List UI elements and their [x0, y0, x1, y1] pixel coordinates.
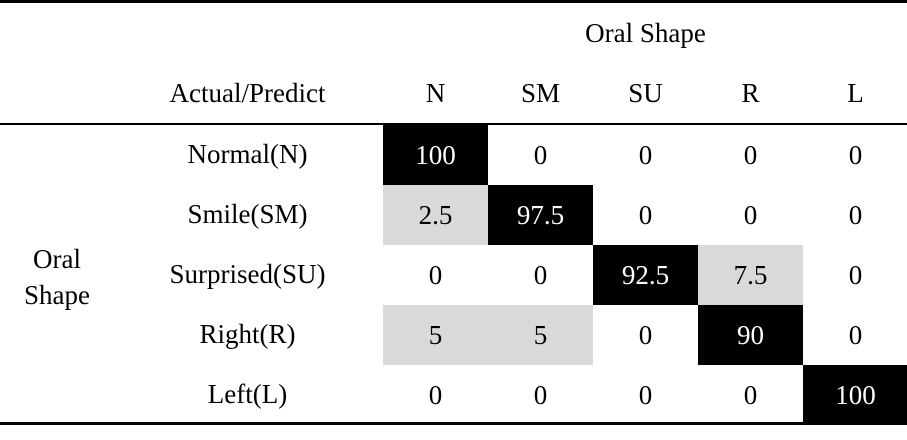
- matrix-cell: 0: [428, 380, 443, 410]
- column-group-title: Oral Shape: [585, 18, 706, 48]
- matrix-cell: 0: [848, 140, 863, 170]
- row-label-left: Left(L): [207, 379, 288, 409]
- matrix-cell: 2.5: [383, 185, 488, 245]
- matrix-cell: 0: [743, 380, 758, 410]
- matrix-cell: 0: [533, 140, 548, 170]
- matrix-cell: 0: [848, 260, 863, 290]
- matrix-cell: 97.5: [488, 185, 593, 245]
- header-rule: [0, 123, 907, 125]
- column-header-su: SU: [628, 78, 663, 108]
- row-label-smile: Smile(SM): [187, 199, 308, 229]
- matrix-cell: 0: [638, 320, 653, 350]
- column-header-n: N: [425, 78, 446, 108]
- matrix-cell: 0: [638, 140, 653, 170]
- matrix-cell: 0: [848, 200, 863, 230]
- corner-header: Actual/Predict: [169, 78, 326, 108]
- matrix-cell: 90: [698, 305, 803, 365]
- matrix-cell: 0: [533, 380, 548, 410]
- bottom-rule: [0, 422, 907, 425]
- row-label-surprised: Surprised(SU): [169, 259, 326, 289]
- matrix-cell: 0: [638, 200, 653, 230]
- matrix-cell: 0: [743, 140, 758, 170]
- matrix-cell: 100: [383, 125, 488, 185]
- row-label-normal: Normal(N): [187, 139, 308, 169]
- matrix-cell: 0: [533, 260, 548, 290]
- matrix-cell: 100: [803, 365, 907, 425]
- row-group-title: Oral Shape: [24, 244, 90, 310]
- matrix-cell: 0: [638, 380, 653, 410]
- row-label-right: Right(R): [199, 319, 296, 349]
- matrix-cell: 5: [383, 305, 488, 365]
- column-header-sm: SM: [520, 78, 561, 108]
- column-header-r: R: [741, 78, 760, 108]
- matrix-cell: 92.5: [593, 245, 698, 305]
- matrix-cell: 0: [743, 200, 758, 230]
- column-header-l: L: [847, 78, 864, 108]
- top-rule: [0, 0, 907, 3]
- matrix-cell: 5: [488, 305, 593, 365]
- matrix-cell: 7.5: [698, 245, 803, 305]
- matrix-cell: 0: [428, 260, 443, 290]
- matrix-cell: 0: [848, 320, 863, 350]
